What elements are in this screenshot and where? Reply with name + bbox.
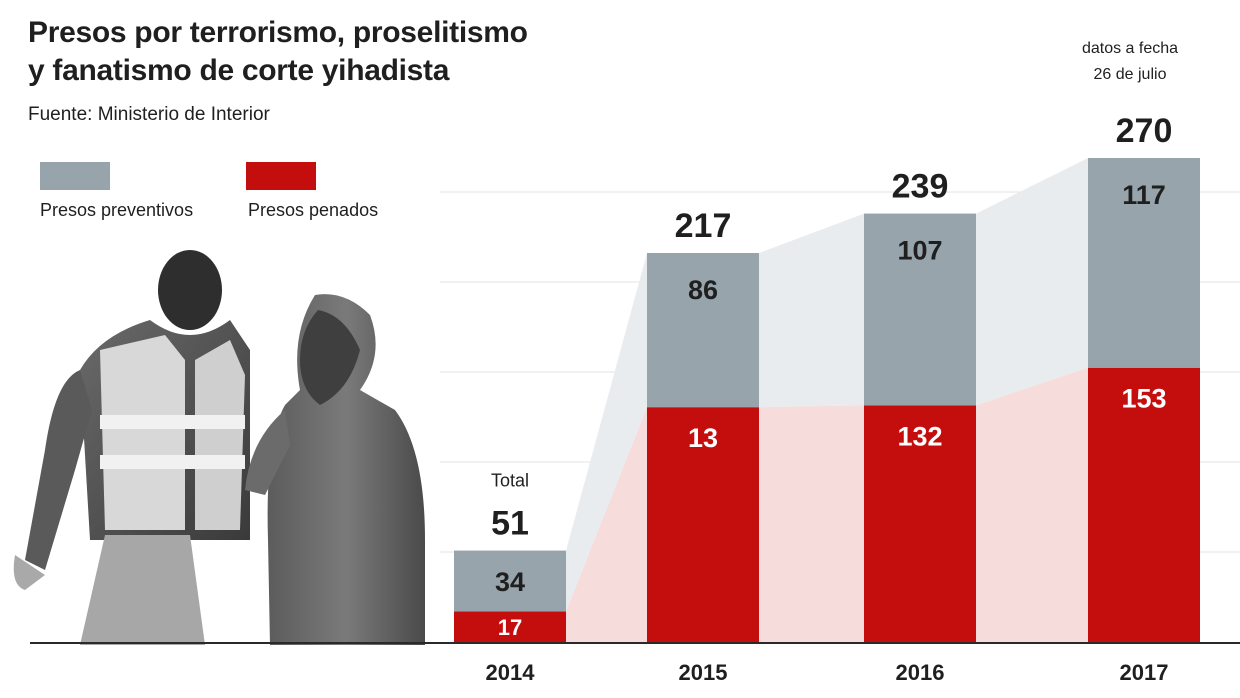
legend-label-preventivos: Presos preventivos [40, 200, 194, 220]
title-line-2: y fanatismo de corte yihadista [28, 54, 450, 87]
value-label-preventivos-2017: 117 [1122, 180, 1166, 210]
bar-penados-2014 [454, 611, 566, 642]
total-label-2016: 239 [892, 168, 949, 206]
connector-band-preventivos [566, 253, 647, 612]
legend-label-penados: Presos penados [248, 200, 379, 220]
value-label-preventivos-2014: 34 [495, 567, 525, 597]
connector-band-penados [976, 367, 1088, 642]
value-label-penados-2016: 132 [897, 421, 942, 451]
bar-penados-2015 [647, 407, 759, 642]
date-note-line-1: datos a fecha [1081, 40, 1179, 57]
date-note: datos a fecha 26 de julio [1080, 36, 1180, 88]
legend-swatch-preventivos [40, 162, 110, 190]
x-tick-label-2014: 2014 [486, 660, 536, 685]
title-line-1: Presos por terrorismo, proselitismo [28, 16, 528, 49]
photo-illustration [13, 250, 425, 645]
bar-preventivos-2017 [1088, 158, 1200, 368]
bar-preventivos-2015 [647, 253, 759, 408]
value-label-preventivos-2016: 107 [897, 236, 942, 266]
total-prefix-label: Total [491, 471, 529, 491]
value-label-penados-2014: 17 [498, 615, 522, 640]
date-note-line-2: 26 de julio [1093, 66, 1167, 83]
legend-swatch-penados [246, 162, 316, 190]
total-label-2017: 270 [1116, 112, 1173, 150]
bar-penados-2017 [1088, 367, 1200, 642]
bar-penados-2016 [864, 405, 976, 642]
bar-preventivos-2014 [454, 550, 566, 612]
x-tick-label-2015: 2015 [679, 660, 728, 685]
x-tick-label-2017: 2017 [1120, 660, 1169, 685]
total-label-2014: 51 [491, 505, 529, 543]
connector-band-preventivos [759, 213, 864, 408]
value-label-penados-2015: 13 [688, 423, 718, 453]
bar-preventivos-2016 [864, 213, 976, 406]
source-note: Fuente: Ministerio de Interior [28, 104, 270, 125]
connector-band-preventivos [976, 158, 1088, 406]
value-label-preventivos-2015: 86 [688, 275, 718, 305]
connector-band-penados [566, 407, 647, 642]
officer-figure [13, 250, 250, 645]
value-label-penados-2017: 153 [1121, 384, 1166, 414]
x-tick-label-2016: 2016 [896, 660, 945, 685]
chart-title: Presos por terrorismo, proselitismo y fa… [28, 14, 528, 90]
connector-band-penados [759, 405, 864, 642]
detainee-figure [245, 294, 425, 645]
total-label-2015: 217 [675, 207, 732, 245]
